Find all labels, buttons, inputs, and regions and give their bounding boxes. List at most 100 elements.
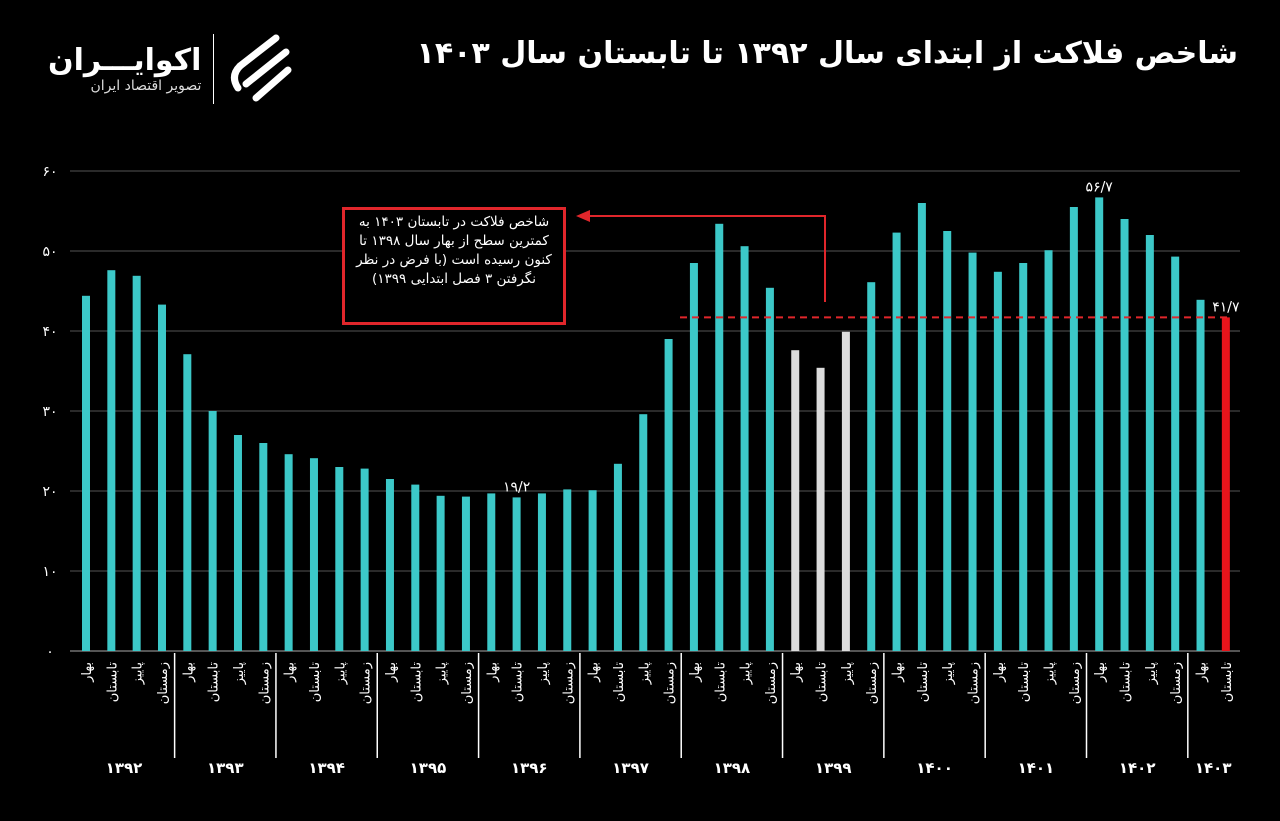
bar [1095,197,1104,651]
bar [436,495,445,651]
season-label: پاییز [333,662,348,686]
bar [740,246,749,651]
bar [157,304,166,651]
y-tick-label: ۰ [46,644,54,660]
bar [968,252,977,651]
bar [385,479,394,651]
season-label: پاییز [435,662,450,686]
season-label: پاییز [941,662,956,686]
season-label: بهار [485,662,500,683]
bar [411,484,420,651]
year-label: ۱۳۹۲ [106,759,143,777]
season-label: تابستان [1220,662,1235,703]
season-label: زمستان [460,662,475,704]
season-label: زمستان [865,662,880,704]
data-label: ۱۹/۲ [503,479,530,495]
year-label: ۱۳۹۴ [308,759,345,777]
bar [613,463,622,651]
season-label: زمستان [663,662,678,704]
bar [639,414,648,651]
year-label: ۱۳۹۳ [207,759,244,777]
bar [1221,317,1230,651]
bar [715,223,724,652]
bar [335,467,344,651]
bar [82,295,90,651]
bar [841,331,850,651]
bar [360,468,369,651]
y-tick-label: ۴۰ [42,324,57,340]
season-label: تابستان [308,662,323,703]
season-label: زمستان [967,662,982,704]
bar [284,454,293,651]
bar [664,339,673,651]
season-label: بهار [992,662,1007,683]
season-label: زمستان [764,662,779,704]
season-label: بهار [181,662,196,683]
season-label: زمستان [1068,662,1083,704]
bar [233,435,242,651]
bar [1145,235,1154,651]
bar [1120,219,1129,651]
bar [816,367,825,651]
bar [512,497,521,651]
bar [917,203,926,651]
season-label: زمستان [257,662,272,704]
year-label: ۱۳۹۸ [714,759,751,777]
season-label: تابستان [1017,662,1032,703]
bar [943,231,952,651]
logo-divider [213,34,215,104]
season-label: زمستان [1169,662,1184,704]
season-label: تابستان [207,662,222,703]
season-label: تابستان [713,662,728,703]
year-label: ۱۳۹۶ [511,759,548,777]
season-label: پاییز [232,662,247,686]
season-label: تابستان [105,662,120,703]
season-label: پاییز [131,662,146,686]
year-label: ۱۳۹۹ [815,759,852,777]
season-label: پاییز [1144,662,1159,686]
logo-name: اکوایـــران [48,43,202,78]
y-tick-label: ۲۰ [42,484,57,500]
bar [588,490,597,651]
season-label: زمستان [561,662,576,704]
season-label: پاییز [840,662,855,686]
season-label: تابستان [511,662,526,703]
year-label: ۱۳۹۷ [612,759,649,777]
season-label: تابستان [1119,662,1134,703]
bar [132,275,141,651]
season-label: بهار [1195,662,1210,683]
season-label: بهار [891,662,906,683]
season-label: پاییز [637,662,652,686]
y-tick-label: ۱۰ [42,564,57,580]
bar [107,270,116,651]
logo: اکوایـــران تصویر اقتصاد ایران [48,32,296,106]
bar [765,287,774,651]
year-label: ۱۴۰۰ [916,759,953,777]
y-tick-label: ۵۰ [42,244,57,260]
bar [1171,256,1180,651]
season-label: بهار [789,662,804,683]
bar [791,350,800,651]
logo-mark-icon [231,34,292,102]
year-label: ۱۳۹۵ [410,759,447,777]
season-label: تابستان [409,662,424,703]
bar [461,496,470,651]
bar [1019,263,1028,651]
season-label: بهار [384,662,399,683]
year-label: ۱۴۰۱ [1018,759,1055,777]
bar [993,271,1002,651]
bar [537,493,546,651]
bar [689,263,698,651]
y-tick-label: ۳۰ [42,404,57,420]
season-label: بهار [688,662,703,683]
season-label: پاییز [536,662,551,686]
bar [563,489,572,651]
annotation-box: شاخص فلاکت در تابستان ۱۴۰۳ به کمترین سطح… [342,207,566,325]
season-label: بهار [283,662,298,683]
annotation-arrow [588,215,826,302]
season-label: تابستان [916,662,931,703]
y-tick-label: ۶۰ [42,164,57,180]
chart-title: شاخص فلاکت از ابتدای سال ۱۳۹۲ تا تابستان… [416,36,1238,71]
bar [867,282,876,651]
